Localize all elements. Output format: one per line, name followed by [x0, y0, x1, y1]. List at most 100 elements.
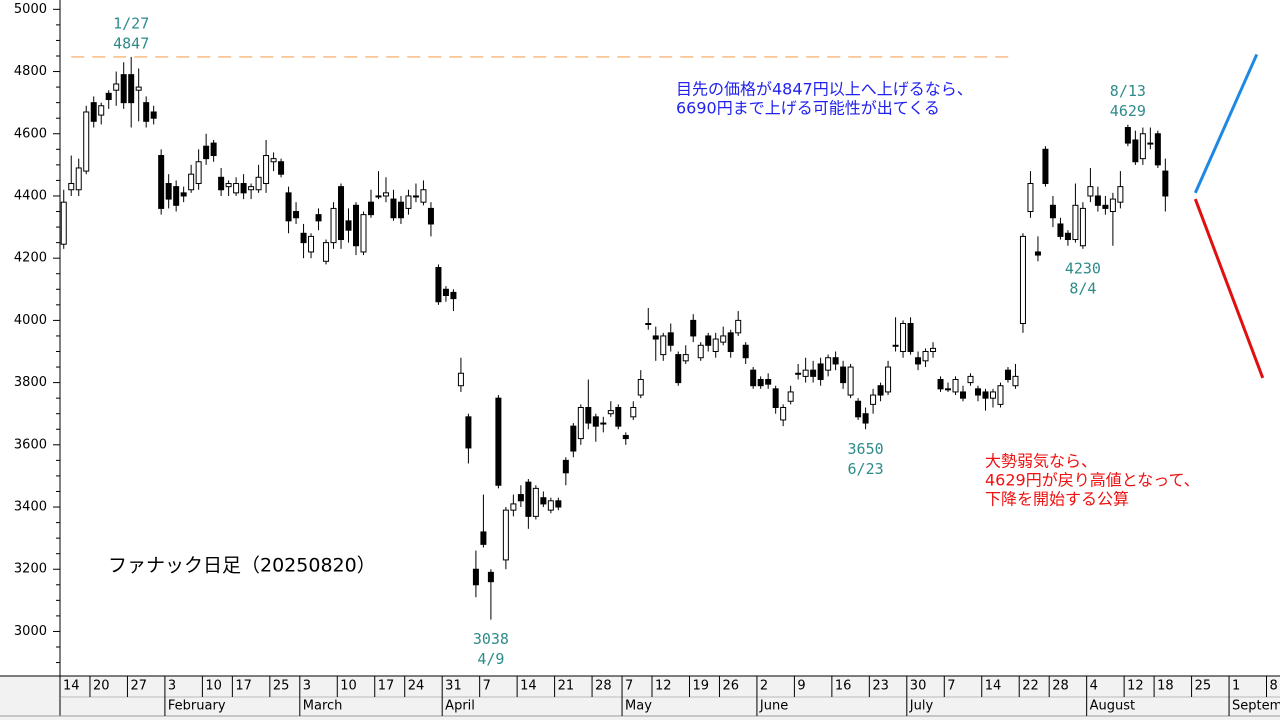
candle-body [757, 378, 764, 387]
candle-body [974, 388, 981, 396]
candle-body [203, 145, 210, 160]
candle-body [435, 267, 442, 303]
candle-body [1102, 204, 1109, 209]
annotation-label: 3038 [473, 630, 509, 648]
candle-body [1162, 170, 1169, 197]
projection-line [1193, 53, 1259, 194]
candle-body [952, 378, 959, 393]
candle-body [135, 86, 142, 91]
candle-body [225, 183, 232, 188]
candle-body [660, 335, 667, 356]
x-tick-label: 7 [625, 679, 633, 694]
candle-body [555, 500, 562, 508]
candle-body [547, 500, 554, 511]
candle-body [997, 385, 1004, 405]
candle-body [105, 92, 112, 101]
x-tick-label: 14 [520, 679, 537, 694]
candle-body [300, 232, 307, 244]
candle-body [360, 214, 367, 253]
candle-body [270, 158, 277, 163]
candle-body [210, 142, 217, 157]
x-tick-label: 9 [797, 679, 805, 694]
candle-body [188, 173, 195, 191]
x-tick-label: 7 [947, 679, 955, 694]
candle-body [1132, 139, 1139, 163]
candle-body [338, 186, 345, 241]
x-axis-band [0, 676, 1280, 720]
candle-body [405, 195, 412, 209]
candle-body [1094, 195, 1101, 206]
candle-body [817, 363, 824, 380]
candle-body [75, 167, 82, 191]
candle-body [690, 319, 697, 337]
candle-body [1117, 186, 1124, 203]
candle-body [780, 406, 787, 421]
candle-body [525, 481, 532, 517]
candle-body [218, 176, 225, 191]
candle-body [982, 391, 989, 399]
candle-body [750, 369, 757, 387]
candle-body [1154, 133, 1161, 166]
candle-body [308, 235, 315, 253]
candle-body [930, 347, 937, 352]
y-tick-label: 5000 [14, 2, 47, 17]
candle-body [83, 111, 90, 172]
candle-body [795, 372, 802, 375]
candle-body [772, 388, 779, 408]
y-tick-label: 4800 [14, 64, 47, 79]
x-tick-label: 3 [303, 679, 311, 694]
candle-body [165, 183, 172, 200]
month-label: May [625, 699, 652, 714]
candle-body [248, 186, 255, 191]
month-label: Septem [1232, 699, 1280, 714]
candle-body [1147, 142, 1154, 145]
candle-body [1027, 183, 1034, 213]
candle-body [315, 214, 322, 222]
candle-body [675, 354, 682, 384]
x-tick-label: 16 [835, 679, 852, 694]
candle-body [630, 406, 637, 418]
candle-body [450, 291, 457, 300]
candle-body [98, 105, 105, 116]
month-label: February [168, 699, 226, 714]
month-label: July [909, 699, 934, 714]
candle-body [900, 323, 907, 352]
candle-body [255, 176, 262, 191]
candle-body [1012, 375, 1019, 387]
candle-body [487, 571, 494, 583]
candle-body [727, 332, 734, 352]
chart-title: ファナック日足（20250820） [108, 555, 376, 577]
candle-body [1139, 133, 1146, 160]
annotation-label: 4629 [1110, 102, 1146, 120]
candle-body [720, 335, 727, 343]
candle-body [143, 102, 150, 122]
candle-body [1042, 148, 1049, 185]
candle-body [570, 425, 577, 452]
x-tick-label: 8 [1270, 679, 1278, 694]
candle-body [285, 192, 292, 222]
x-tick-label: 17 [378, 679, 395, 694]
candle-body [885, 366, 892, 393]
candle-body [113, 83, 120, 91]
x-tick-label: 31 [445, 679, 462, 694]
x-tick-label: 26 [722, 679, 739, 694]
candle-body [870, 394, 877, 405]
note-text: 4629円が戻り高値となって、 [985, 471, 1200, 490]
candle-body [622, 434, 629, 440]
y-tick-label: 4400 [14, 188, 47, 203]
candle-body [442, 288, 449, 297]
annotation-label: 3650 [848, 440, 884, 458]
candle-body [607, 410, 614, 415]
candle-body [382, 192, 389, 197]
month-label: March [303, 699, 343, 714]
candle-body [517, 494, 524, 502]
candle-body [128, 74, 135, 104]
candle-body [615, 406, 622, 427]
candle-body [652, 335, 659, 340]
x-tick-label: 12 [655, 679, 672, 694]
annotation-label: 4/9 [477, 650, 504, 668]
candle-body [323, 242, 330, 262]
